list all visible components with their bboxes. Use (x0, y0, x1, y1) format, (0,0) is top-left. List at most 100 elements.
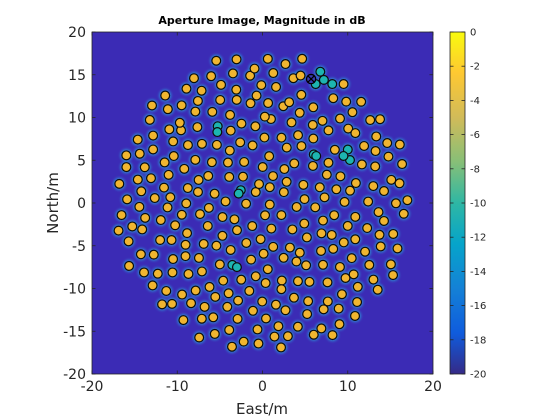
antenna-element (199, 301, 210, 312)
colorbar-tick-label: -14 (470, 267, 486, 278)
antenna-element (268, 68, 279, 79)
antenna-element (316, 323, 327, 334)
antenna-element (308, 133, 319, 144)
antenna-element (262, 53, 273, 64)
antenna-element (294, 247, 305, 258)
antenna-element (276, 275, 287, 286)
antenna-element (319, 192, 330, 203)
antenna-element (180, 251, 191, 262)
antenna-element (132, 174, 143, 185)
antenna-element (139, 267, 150, 278)
antenna-element (316, 245, 327, 256)
antenna-element (318, 259, 329, 270)
antenna-element (122, 194, 133, 205)
antenna-element (335, 113, 346, 124)
antenna-element (350, 178, 361, 189)
antenna-element (291, 256, 302, 267)
antenna-element (364, 259, 375, 270)
antenna-element (374, 229, 385, 240)
antenna-element (268, 171, 279, 182)
antenna-element (139, 162, 150, 173)
antenna-element (368, 181, 379, 192)
colorbar-tick-label: -18 (470, 335, 486, 346)
antenna-element (402, 195, 413, 206)
antenna-element (202, 220, 213, 231)
antenna-element (181, 83, 192, 94)
antenna-element (245, 98, 256, 109)
antenna-element (167, 267, 178, 278)
antenna-element (259, 111, 270, 122)
antenna-element (342, 220, 353, 231)
y-tick-label: -20 (63, 367, 86, 383)
antenna-element (241, 237, 252, 248)
x-tick-label: 0 (258, 379, 267, 395)
antenna-element (256, 80, 267, 91)
antenna-element (255, 234, 266, 245)
y-tick-label: -15 (63, 324, 86, 340)
antenna-element (278, 187, 289, 198)
colorbar-tick-label: -12 (470, 233, 486, 244)
antenna-element (168, 254, 179, 265)
x-tick-label: -10 (166, 379, 189, 395)
antenna-element (136, 186, 147, 197)
antenna-element (222, 157, 233, 168)
antenna-element (386, 174, 397, 185)
antenna-element (287, 224, 298, 235)
antenna-element (323, 125, 334, 136)
antenna-element (310, 202, 321, 213)
antenna-element (254, 179, 265, 190)
antenna-element (244, 285, 255, 296)
antenna-element (363, 196, 374, 207)
antenna-element (245, 70, 256, 81)
antenna-element (163, 169, 174, 180)
antenna-element (329, 210, 340, 221)
x-axis: -20 -10 0 10 20 (81, 32, 442, 395)
antenna-element (134, 148, 145, 159)
antenna-element (247, 221, 258, 232)
antenna-element (176, 209, 187, 220)
antenna-element (181, 198, 192, 209)
antenna-element (260, 210, 271, 221)
antenna-element (308, 102, 319, 113)
antenna-element (284, 242, 295, 253)
y-tick-label: 0 (77, 196, 86, 212)
antenna-element (192, 95, 203, 106)
antenna-element (359, 140, 370, 151)
antenna-element (182, 228, 193, 239)
antenna-element (263, 98, 274, 109)
antenna-element (188, 73, 199, 84)
antenna-element (258, 248, 269, 259)
antenna-element (322, 277, 333, 288)
antenna-element (375, 241, 386, 252)
antenna-element (114, 178, 125, 189)
antenna-element (279, 164, 290, 175)
antenna-element (301, 260, 312, 271)
antenna-element (250, 121, 261, 132)
antenna-element (247, 140, 258, 151)
antenna-element (160, 90, 171, 101)
antenna-element (298, 179, 309, 190)
antenna-element (343, 123, 354, 134)
antenna-element (293, 130, 304, 141)
antenna-element (365, 115, 376, 126)
antenna-element (292, 276, 303, 287)
antenna-element-dim (231, 262, 242, 273)
antenna-element (246, 254, 257, 265)
antenna-element (123, 236, 134, 247)
antenna-element (327, 79, 338, 90)
antenna-element (315, 66, 326, 77)
antenna-element (170, 220, 181, 231)
antenna-element-dim (212, 127, 223, 138)
antenna-element (333, 303, 344, 314)
antenna-element (372, 284, 383, 295)
antenna-element (155, 235, 166, 246)
antenna-element (350, 128, 361, 139)
antenna-element (281, 142, 292, 153)
antenna-element (146, 173, 157, 184)
antenna-element (257, 162, 268, 173)
antenna-element (236, 118, 247, 129)
antenna-element (216, 79, 227, 90)
antenna-element (215, 94, 226, 105)
antenna-element (224, 324, 235, 335)
antenna-element (259, 132, 270, 143)
